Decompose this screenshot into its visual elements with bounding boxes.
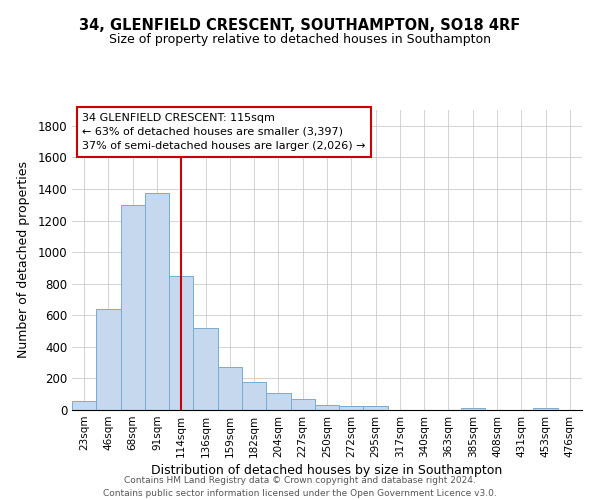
Bar xyxy=(533,408,558,410)
Text: 34 GLENFIELD CRESCENT: 115sqm
← 63% of detached houses are smaller (3,397)
37% o: 34 GLENFIELD CRESCENT: 115sqm ← 63% of d… xyxy=(82,113,366,151)
Bar xyxy=(364,406,388,410)
Bar xyxy=(339,406,364,410)
Bar xyxy=(145,193,169,410)
Bar xyxy=(193,328,218,410)
Text: Contains HM Land Registry data © Crown copyright and database right 2024.
Contai: Contains HM Land Registry data © Crown c… xyxy=(103,476,497,498)
Bar xyxy=(121,204,145,410)
Bar xyxy=(290,399,315,410)
X-axis label: Distribution of detached houses by size in Southampton: Distribution of detached houses by size … xyxy=(151,464,503,477)
Bar xyxy=(218,366,242,410)
Bar xyxy=(242,382,266,410)
Bar xyxy=(315,406,339,410)
Bar xyxy=(72,402,96,410)
Text: Size of property relative to detached houses in Southampton: Size of property relative to detached ho… xyxy=(109,32,491,46)
Bar xyxy=(461,408,485,410)
Bar xyxy=(266,394,290,410)
Bar xyxy=(169,276,193,410)
Y-axis label: Number of detached properties: Number of detached properties xyxy=(17,162,31,358)
Bar xyxy=(96,309,121,410)
Text: 34, GLENFIELD CRESCENT, SOUTHAMPTON, SO18 4RF: 34, GLENFIELD CRESCENT, SOUTHAMPTON, SO1… xyxy=(79,18,521,32)
